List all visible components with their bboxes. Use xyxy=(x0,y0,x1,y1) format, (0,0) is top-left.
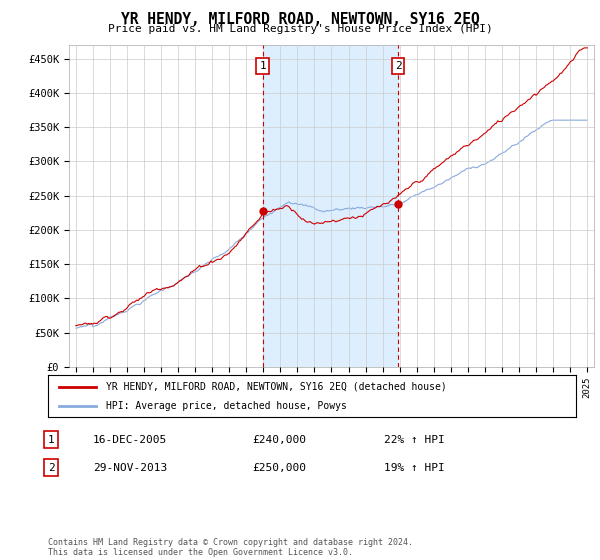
Text: 22% ↑ HPI: 22% ↑ HPI xyxy=(384,435,445,445)
Text: 2: 2 xyxy=(395,61,401,71)
Text: 1: 1 xyxy=(47,435,55,445)
Text: £250,000: £250,000 xyxy=(252,463,306,473)
Text: 19% ↑ HPI: 19% ↑ HPI xyxy=(384,463,445,473)
Text: YR HENDY, MILFORD ROAD, NEWTOWN, SY16 2EQ (detached house): YR HENDY, MILFORD ROAD, NEWTOWN, SY16 2E… xyxy=(106,381,447,391)
Text: 1: 1 xyxy=(259,61,266,71)
Bar xyxy=(263,45,398,367)
Text: Price paid vs. HM Land Registry's House Price Index (HPI): Price paid vs. HM Land Registry's House … xyxy=(107,24,493,34)
Text: YR HENDY, MILFORD ROAD, NEWTOWN, SY16 2EQ: YR HENDY, MILFORD ROAD, NEWTOWN, SY16 2E… xyxy=(121,12,479,27)
Text: HPI: Average price, detached house, Powys: HPI: Average price, detached house, Powy… xyxy=(106,401,347,411)
Text: £240,000: £240,000 xyxy=(252,435,306,445)
Text: 16-DEC-2005: 16-DEC-2005 xyxy=(93,435,167,445)
Text: Contains HM Land Registry data © Crown copyright and database right 2024.
This d: Contains HM Land Registry data © Crown c… xyxy=(48,538,413,557)
Text: 2: 2 xyxy=(47,463,55,473)
Text: 29-NOV-2013: 29-NOV-2013 xyxy=(93,463,167,473)
